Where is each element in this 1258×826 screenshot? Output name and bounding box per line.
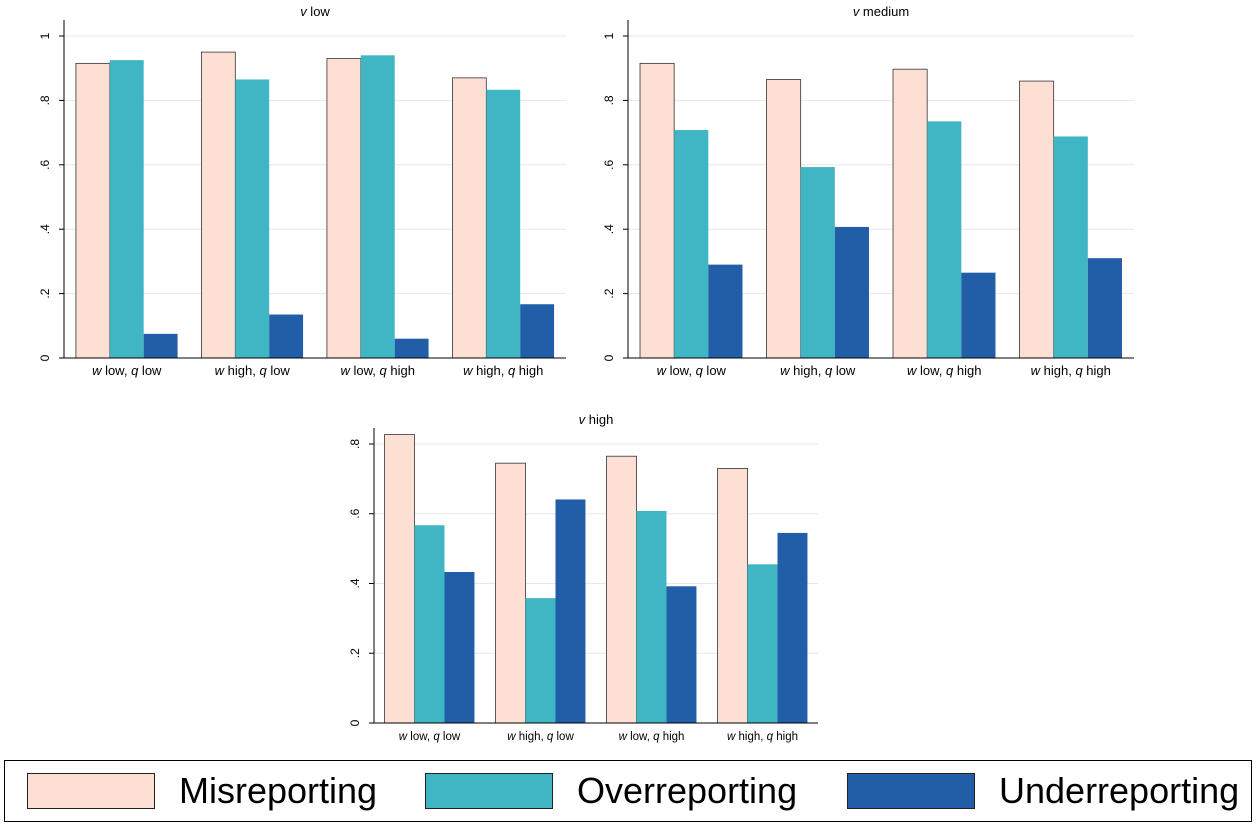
- y-tick-label: .6: [602, 159, 616, 169]
- legend-swatch-overreporting: [425, 773, 553, 809]
- bar-misreporting: [201, 51, 236, 359]
- bar-overreporting: [1053, 136, 1088, 358]
- x-tick-label: w high, q low: [780, 363, 856, 378]
- bar-underreporting: [444, 571, 475, 723]
- legend-item-overreporting: Overreporting: [425, 761, 797, 821]
- bar-overreporting: [486, 89, 521, 359]
- y-tick-label: .2: [348, 648, 362, 658]
- y-tick-label: .8: [348, 439, 362, 449]
- y-tick-label: 0: [602, 354, 616, 361]
- x-tick-label: w low, q low: [657, 363, 727, 378]
- x-tick-label: w low, q high: [907, 363, 981, 378]
- chart-title: v medium: [853, 4, 909, 19]
- y-tick-label: .4: [38, 224, 52, 234]
- bar-misreporting: [1019, 80, 1055, 359]
- bar-misreporting: [452, 77, 487, 359]
- bar-underreporting: [834, 226, 869, 358]
- bar-underreporting: [143, 333, 178, 358]
- x-tick-label: w high, q high: [1031, 363, 1111, 378]
- bar-misreporting: [495, 462, 526, 724]
- y-tick-label: .4: [602, 224, 616, 234]
- chart-panel-2: v medium 0 .2 .4 .6 .8 1 w low, q low w high, q …: [602, 4, 1134, 378]
- bar-misreporting: [384, 434, 415, 724]
- x-tick-label: w low, q low: [92, 363, 162, 378]
- y-tick-label: .6: [38, 159, 52, 169]
- y-tick-label: 1: [602, 32, 616, 39]
- bar-misreporting: [75, 62, 111, 359]
- bar-overreporting: [360, 55, 395, 358]
- legend: Misreporting Overreporting Underreportin…: [4, 760, 1252, 822]
- bar-underreporting: [666, 586, 697, 723]
- y-tick-label: 1: [38, 32, 52, 39]
- bar-overreporting: [800, 167, 835, 358]
- bar-overreporting: [525, 598, 556, 723]
- bar-overreporting: [636, 510, 667, 723]
- bar-misreporting: [766, 79, 802, 359]
- legend-swatch-misreporting: [27, 773, 155, 809]
- x-tick-label: w high, q high: [727, 731, 798, 743]
- bar-overreporting: [927, 121, 962, 358]
- chart-title: v high: [579, 412, 614, 427]
- y-tick-label: .2: [38, 288, 52, 298]
- bar-overreporting: [109, 60, 144, 359]
- bar-underreporting: [777, 532, 808, 723]
- chart-title: v low: [300, 4, 330, 19]
- bar-underreporting: [269, 314, 304, 358]
- figure: v low 0 .2 .4 .6 .8 1 w low, q low w high, q low…: [38, 4, 1134, 743]
- legend-swatch-underreporting: [847, 773, 975, 809]
- bar-underreporting: [520, 304, 555, 358]
- legend-item-misreporting: Misreporting: [27, 761, 377, 821]
- bar-underreporting: [708, 264, 743, 358]
- y-tick-label: .6: [348, 508, 362, 518]
- bar-misreporting: [606, 455, 637, 724]
- y-tick-label: 0: [38, 354, 52, 361]
- bar-misreporting: [892, 68, 928, 359]
- bar-overreporting: [235, 79, 270, 358]
- bar-underreporting: [555, 499, 586, 723]
- bar-overreporting: [747, 564, 778, 723]
- x-tick-label: w high, q high: [463, 363, 543, 378]
- bar-misreporting: [717, 468, 748, 724]
- bar-overreporting: [414, 525, 445, 723]
- bar-underreporting: [1087, 258, 1122, 358]
- legend-label-overreporting: Overreporting: [577, 770, 798, 811]
- bar-underreporting: [961, 272, 996, 358]
- chart-panel-1: v low 0 .2 .4 .6 .8 1 w low, q low w high, q low…: [38, 4, 566, 378]
- bar-overreporting: [674, 130, 709, 358]
- y-tick-label: .8: [602, 95, 616, 105]
- x-tick-label: w low, q low: [399, 731, 461, 743]
- x-tick-label: w low, q high: [619, 731, 685, 743]
- legend-label-underreporting: Underreporting: [999, 770, 1240, 811]
- x-tick-label: w low, q high: [341, 363, 415, 378]
- bar-misreporting: [326, 58, 362, 359]
- y-tick-label: .2: [602, 288, 616, 298]
- y-tick-label: .8: [38, 95, 52, 105]
- y-tick-label: .4: [348, 578, 362, 588]
- bar-underreporting: [394, 338, 429, 358]
- y-tick-label: 0: [348, 719, 362, 726]
- legend-item-underreporting: Underreporting: [847, 761, 1239, 821]
- chart-panel-3: v high 0 .2 .4 .6 .8 w low, q low w high, q low…: [348, 412, 818, 743]
- legend-label-misreporting: Misreporting: [179, 770, 378, 811]
- bar-misreporting: [639, 62, 675, 359]
- x-tick-label: w high, q low: [507, 731, 574, 743]
- x-tick-label: w high, q low: [215, 363, 291, 378]
